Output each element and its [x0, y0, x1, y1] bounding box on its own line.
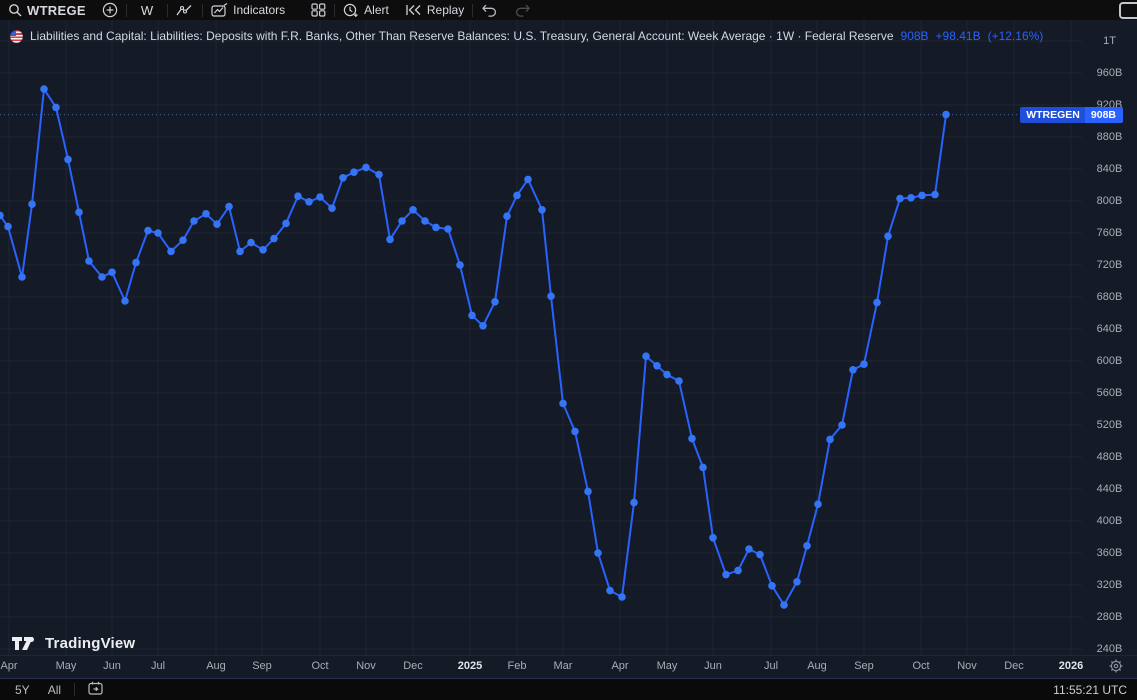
price-tick: 1T	[1103, 35, 1116, 47]
undo-icon	[481, 4, 498, 17]
price-tick: 800B	[1096, 195, 1123, 207]
time-tick-year: 2026	[1058, 660, 1084, 672]
chart-style-button[interactable]	[168, 0, 202, 20]
alert-button[interactable]: Alert	[335, 0, 397, 20]
price-tick: 840B	[1096, 163, 1123, 175]
price-tick: 760B	[1096, 227, 1123, 239]
range-all-button[interactable]: All	[47, 682, 62, 697]
replay-rewind-icon	[405, 4, 422, 16]
series-title: Liabilities and Capital: Liabilities: De…	[30, 29, 894, 43]
price-tick: 560B	[1096, 387, 1123, 399]
layout-grid-icon	[311, 3, 326, 17]
change-percent: (+12.16%)	[987, 29, 1044, 43]
price-tick: 320B	[1096, 579, 1123, 591]
time-tick-month: Oct	[912, 660, 930, 672]
price-tick: 600B	[1096, 355, 1123, 367]
interval-label: W	[140, 2, 154, 18]
redo-icon	[514, 4, 531, 17]
alert-clock-icon	[343, 3, 359, 18]
time-tick-month: Jul	[150, 660, 166, 672]
toolbar-divider	[334, 3, 336, 17]
redo-button[interactable]	[506, 0, 539, 20]
timezone-settings-gear-icon[interactable]	[1109, 659, 1123, 673]
symbol-name: WTREGE	[27, 2, 86, 18]
price-tick: 720B	[1096, 259, 1123, 271]
tradingview-logo-text: TradingView	[45, 635, 136, 652]
layout-grid-button[interactable]	[303, 0, 334, 20]
compare-add-symbol-button[interactable]	[94, 0, 126, 20]
clock-utc[interactable]: 11:55:21 UTC	[1053, 682, 1127, 697]
toolbar-divider	[167, 3, 169, 17]
price-tick: 680B	[1096, 291, 1123, 303]
time-tick-month: Nov	[957, 660, 977, 672]
time-tick-month: Nov	[356, 660, 376, 672]
price-tick: 400B	[1096, 515, 1123, 527]
go-to-date-button[interactable]	[79, 681, 112, 698]
toolbar-divider	[125, 3, 127, 17]
top-toolbar: WTREGE W I	[0, 0, 1137, 20]
range-5y-button[interactable]: 5Y	[15, 682, 30, 697]
time-tick-month: Jun	[704, 660, 722, 672]
price-tick: 440B	[1096, 483, 1123, 495]
price-tick: 520B	[1096, 419, 1123, 431]
price-tick: 240B	[1096, 643, 1123, 655]
price-tick: 480B	[1096, 451, 1123, 463]
line-chart-style-icon	[176, 4, 194, 17]
time-tick-month: Aug	[807, 660, 827, 672]
time-tick-month: May	[656, 660, 678, 672]
time-tick-month: Jul	[763, 660, 779, 672]
indicators-button[interactable]: Indicators	[203, 0, 293, 20]
time-tick-month: Aug	[206, 660, 226, 672]
price-label-symbol: WTREGEN	[1020, 106, 1085, 123]
time-tick-year: 2025	[457, 660, 483, 672]
time-tick-month: Feb	[507, 660, 527, 672]
calendar-icon	[88, 681, 103, 695]
time-tick-month: Mar	[553, 660, 573, 672]
replay-button[interactable]: Replay	[397, 0, 472, 20]
last-price-label: WTREGEN 908B	[1020, 106, 1123, 123]
price-label-value: 908B	[1084, 106, 1123, 123]
toolbar-divider	[202, 3, 204, 17]
price-tick: 360B	[1096, 547, 1123, 559]
last-value: 908B	[900, 29, 929, 43]
interval-button[interactable]: W	[127, 0, 167, 20]
tradingview-logo-mark-icon	[12, 637, 34, 650]
price-tick: 880B	[1096, 131, 1123, 143]
tradingview-logo[interactable]: TradingView	[12, 635, 135, 652]
change-value: +98.41B	[935, 29, 981, 43]
symbol-search-button[interactable]: WTREGE	[0, 0, 94, 20]
bottom-toolbar: 5Y All 11:55:21 UTC	[0, 678, 1137, 700]
plus-circle-icon	[102, 2, 118, 18]
price-axis[interactable]: 1T 960B 920B 880B 840B 800B 760B 720B 680B 640B 60…	[1082, 20, 1137, 656]
footer-divider	[74, 683, 76, 696]
time-axis[interactable]: Apr May Jun Jul Aug Sep Oct Nov Dec 2025 Feb Mar Apr…	[0, 655, 1137, 678]
time-tick-month: Dec	[1004, 660, 1024, 672]
us-flag-icon	[10, 29, 23, 43]
time-tick-month: Jun	[103, 660, 121, 672]
time-tick-month: Oct	[311, 660, 329, 672]
indicators-label: Indicators	[233, 3, 286, 17]
replay-label: Replay	[426, 3, 465, 17]
price-tick: 280B	[1096, 611, 1123, 623]
time-tick-month: Apr	[611, 660, 629, 672]
alert-label: Alert	[364, 3, 389, 17]
undo-button[interactable]	[473, 0, 506, 20]
indicators-icon	[211, 3, 228, 17]
legend[interactable]: Liabilities and Capital: Liabilities: De…	[10, 29, 1043, 43]
time-tick-month: Sep	[854, 660, 874, 672]
time-tick-month: Dec	[403, 660, 423, 672]
search-icon	[8, 3, 22, 17]
time-tick-month: May	[55, 660, 77, 672]
time-tick-month: Apr	[0, 660, 18, 672]
toolbar-divider	[472, 3, 474, 17]
window-control-partial	[1119, 2, 1137, 19]
series-values: 908B +98.41B (+12.16%)	[901, 29, 1044, 43]
time-tick-month: Sep	[252, 660, 272, 672]
price-tick: 640B	[1096, 323, 1123, 335]
price-tick: 960B	[1096, 67, 1123, 79]
